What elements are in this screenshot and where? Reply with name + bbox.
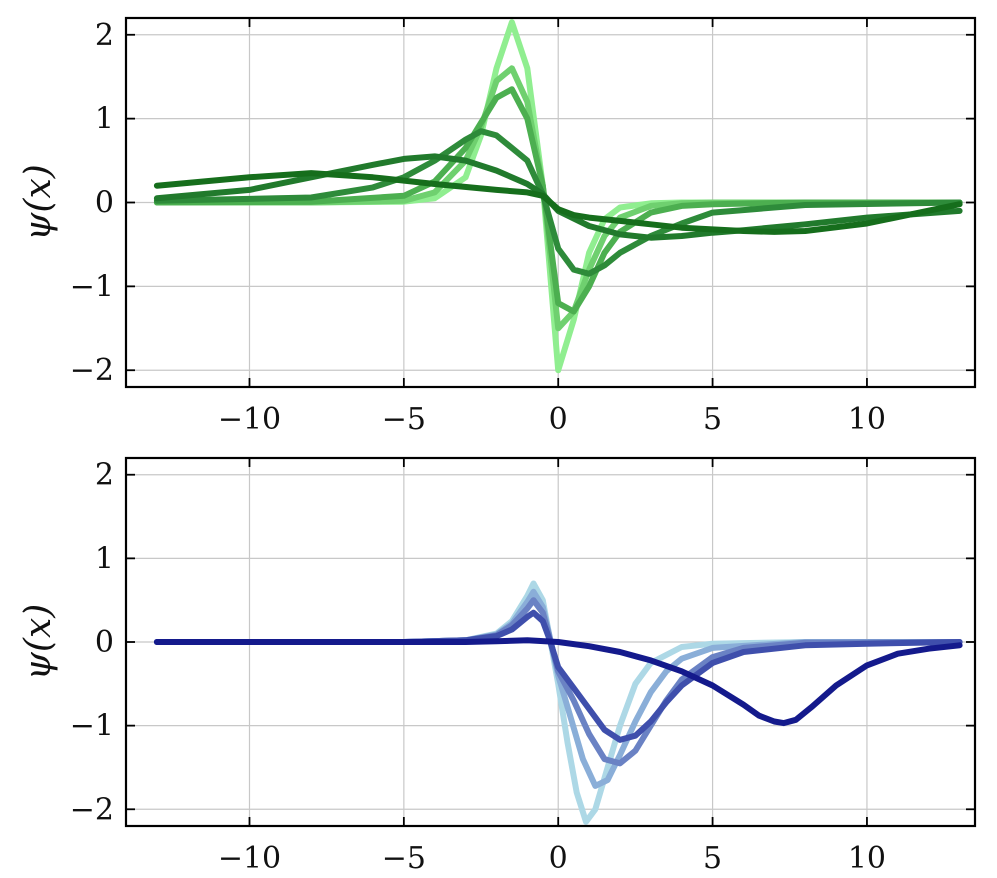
y-tick-label-3: 1 xyxy=(95,541,114,576)
x-tick-label-0: −10 xyxy=(218,841,281,876)
x-tick-label-1: −5 xyxy=(382,841,426,876)
y-tick-label-2: 0 xyxy=(95,186,114,221)
x-tick-label-0: −10 xyxy=(218,402,281,437)
y-tick-label-4: 2 xyxy=(95,18,114,53)
x-tick-label-3: 5 xyxy=(703,402,722,437)
series-line-3 xyxy=(153,609,963,743)
y-tick-label-0: −2 xyxy=(70,792,114,827)
x-tick-label-1: −5 xyxy=(382,402,426,437)
series-line-2 xyxy=(153,86,963,315)
y-tick-label-1: −1 xyxy=(70,709,114,744)
series-line-5 xyxy=(153,170,963,235)
y-tick-label-1: −1 xyxy=(70,269,114,304)
x-tick-label-3: 5 xyxy=(703,841,722,876)
x-tick-label-2: 0 xyxy=(549,841,568,876)
y-tick-label-4: 2 xyxy=(95,458,114,493)
x-tick-label-4: 10 xyxy=(848,841,886,876)
y-tick-label-0: −2 xyxy=(70,353,114,388)
x-tick-label-2: 0 xyxy=(549,402,568,437)
y-tick-label-3: 1 xyxy=(95,102,114,137)
y-tick-label-2: 0 xyxy=(95,625,114,660)
y-axis-label: ψ(x) xyxy=(18,604,59,681)
y-axis-label: ψ(x) xyxy=(18,164,59,241)
series-line-4 xyxy=(153,637,963,727)
x-tick-label-4: 10 xyxy=(848,402,886,437)
